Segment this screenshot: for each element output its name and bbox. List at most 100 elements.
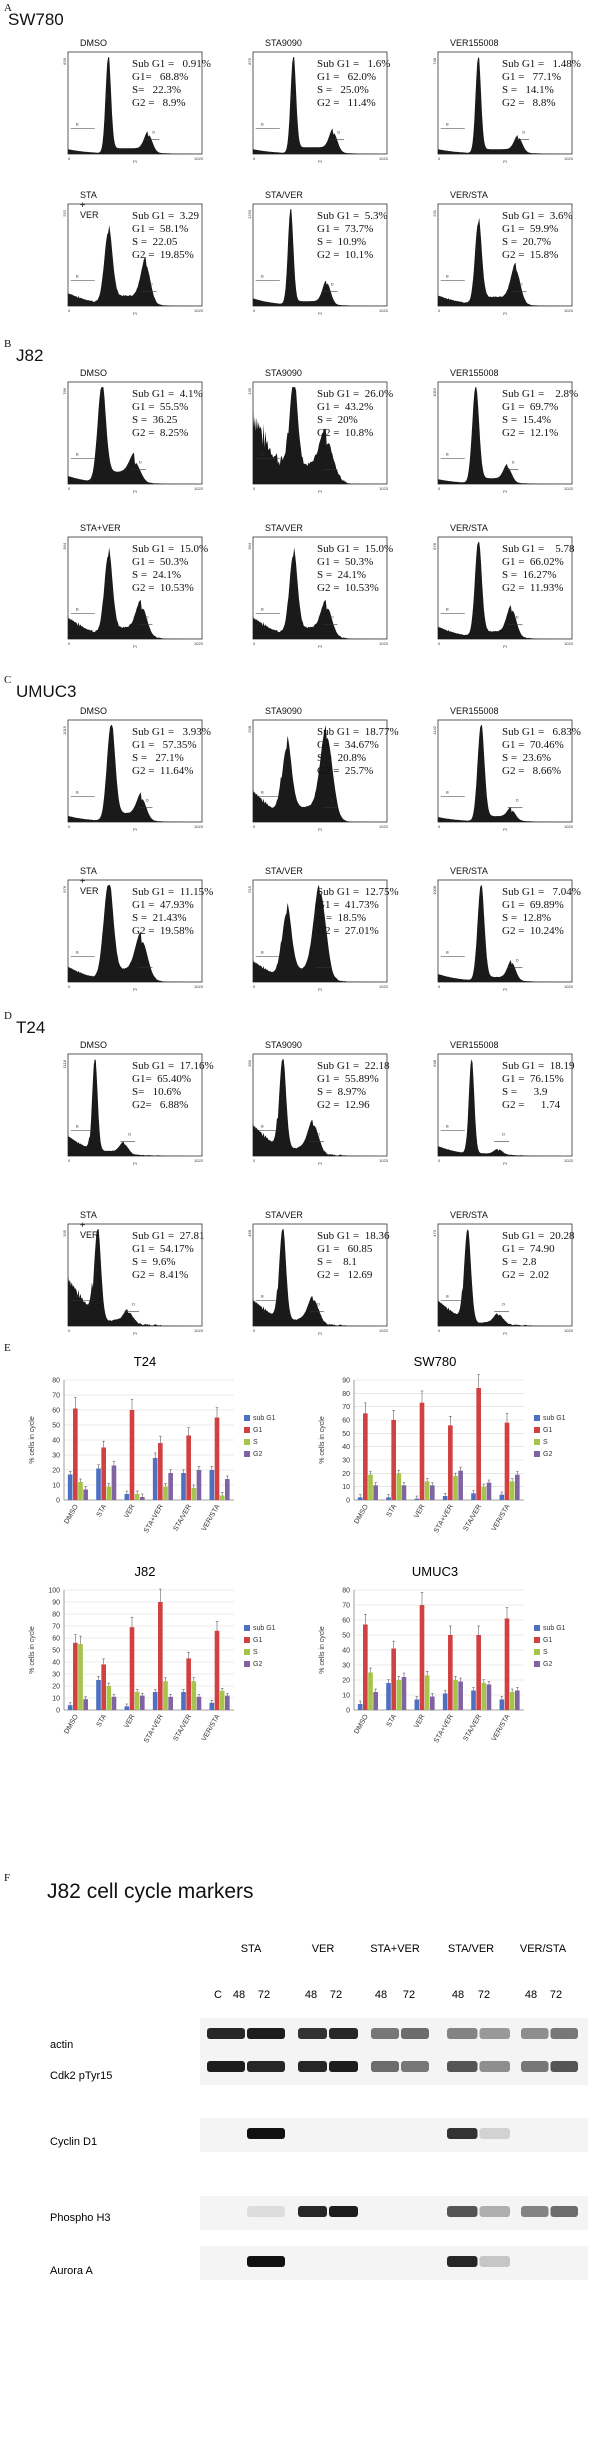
phase-stat-line: G2 = 19.85% xyxy=(132,249,194,261)
bar xyxy=(139,1497,145,1500)
x-axis-label: PI xyxy=(133,159,137,164)
y-max-label: 515 xyxy=(247,885,252,892)
histogram-title: STA9090 xyxy=(265,706,302,716)
y-tick-label: 30 xyxy=(342,1458,350,1465)
y-axis-label: % cells in cycle xyxy=(29,1626,36,1674)
phase-stat-line: G2 = 11.64% xyxy=(132,765,194,777)
legend-label: G1 xyxy=(543,1637,552,1644)
histogram-title: STA9090 xyxy=(265,368,302,378)
histogram-title: VER/STA xyxy=(450,1210,488,1220)
y-tick-label: 20 xyxy=(52,1468,60,1475)
phase-stat-line: S = 27.1% xyxy=(132,752,184,764)
phase-stat-line: Sub G1 = 11.15% xyxy=(132,886,214,898)
lane-label: 48 xyxy=(452,1989,464,2001)
y-tick-label: 100 xyxy=(48,1588,60,1595)
histogram-plot: B C D 1053 0 1023 PI xyxy=(432,381,574,494)
gate-marker-c: C xyxy=(280,1266,283,1271)
y-tick-label: 0 xyxy=(346,1708,350,1715)
y-max-label: 878 xyxy=(432,542,437,549)
protein-band xyxy=(247,2256,285,2267)
gate-marker-b: B xyxy=(261,789,264,794)
phase-stat-line: G2 = 27.01% xyxy=(317,925,379,937)
phase-stat-line: S = 18.5% xyxy=(317,912,366,924)
x-tick-label: VER/STA xyxy=(491,1503,512,1532)
bar xyxy=(509,1481,515,1500)
gate-marker-b: B xyxy=(261,1293,264,1298)
phase-stat-line: G2 = 12.96 xyxy=(317,1099,370,1111)
x-tick-label: STA+VER xyxy=(433,1504,455,1535)
y-max-label: 473 xyxy=(432,1229,437,1236)
y-max-label: 364 xyxy=(62,542,67,549)
histogram-plot: B C D 298 0 1023 PI xyxy=(247,719,389,832)
x-max-label: 1023 xyxy=(379,1328,389,1333)
bar xyxy=(373,1692,378,1710)
bar xyxy=(83,1489,88,1500)
legend-swatch xyxy=(534,1649,540,1655)
phase-stat-line: G2 = 15.8% xyxy=(502,249,559,261)
histogram-title: STA + VER xyxy=(80,190,99,220)
y-tick-label: 30 xyxy=(52,1453,60,1460)
bar xyxy=(396,1680,402,1710)
phase-stat-line: Sub G1 = 17.16% xyxy=(132,1060,214,1072)
cell-line-title: T24 xyxy=(16,1018,46,1037)
histogram-title: DMSO xyxy=(80,1040,107,1050)
bar xyxy=(476,1388,481,1500)
x-max-label: 1023 xyxy=(194,824,204,829)
histogram-plot: B C D 231 0 1023 PI xyxy=(432,203,574,316)
gate-marker-c: C xyxy=(95,1266,98,1271)
y-max-label: 875 xyxy=(247,57,252,64)
x-max-label: 1023 xyxy=(564,1328,574,1333)
y-max-label: 1233 xyxy=(247,209,252,219)
protein-band xyxy=(207,2028,245,2039)
antibody-label: Cyclin D1 xyxy=(50,2136,97,2148)
protein-band xyxy=(479,2128,510,2139)
y-tick-label: 40 xyxy=(52,1438,60,1445)
chart-title: J82 xyxy=(135,1564,156,1579)
bar xyxy=(219,1495,225,1500)
x-axis-label: PI xyxy=(503,311,507,316)
x-max-label: 1023 xyxy=(194,308,204,313)
bar xyxy=(129,1410,135,1500)
gate-marker-c: C xyxy=(106,94,109,99)
gate-marker-b: B xyxy=(446,949,449,954)
histogram-title: DMSO xyxy=(80,368,107,378)
lane-label: 72 xyxy=(258,1989,270,2001)
panel-f: F J82 cell cycle markers STA VER STA+VER ST… xyxy=(0,1860,600,2439)
histogram-profile xyxy=(438,387,572,484)
x-max-label: 1023 xyxy=(564,984,574,989)
gate-marker-c: C xyxy=(479,762,482,767)
phase-stat-line: G2 = 10.53% xyxy=(132,582,194,594)
histogram-title: STA9090 xyxy=(265,38,302,48)
bar xyxy=(67,1474,73,1500)
bar xyxy=(196,1696,202,1710)
protein-band xyxy=(247,2028,285,2039)
bar xyxy=(373,1485,378,1500)
bar xyxy=(401,1677,407,1710)
gate-marker-c: C xyxy=(289,246,292,251)
bar xyxy=(391,1420,396,1500)
protein-band xyxy=(298,2206,327,2217)
phase-stats: Sub G1 = 20.28 G1 = 74.90 S = 2.8 G2 = 2.02 xyxy=(502,1230,575,1282)
protein-band xyxy=(371,2028,399,2039)
gate-marker-d: D xyxy=(152,130,155,135)
y-tick-label: 60 xyxy=(342,1618,350,1625)
bar xyxy=(111,1465,117,1500)
phase-stat-line: G2 = 8.8% xyxy=(502,97,556,109)
bar xyxy=(481,1486,487,1500)
phase-stat-line: G1 = 70.46% xyxy=(502,739,564,751)
x-min-label: 0 xyxy=(253,1328,256,1333)
histogram-title: STA/VER xyxy=(265,190,303,200)
x-tick-label: STA xyxy=(96,1503,109,1518)
phase-stats: Sub G1 = 0.91% G1= 68.8% S= 22.3% G2 = 8.9% xyxy=(132,58,211,110)
y-axis-label: % cells in cycle xyxy=(319,1416,326,1464)
phase-stat-line: G1= 68.8% xyxy=(132,71,189,83)
protein-band xyxy=(550,2206,578,2217)
gate-marker-b: B xyxy=(76,121,79,126)
x-min-label: 0 xyxy=(438,1328,441,1333)
phase-stat-line: G1 = 50.3% xyxy=(317,556,374,568)
phase-stats: Sub G1 = 15.0% G1 = 50.3% S = 24.1% G2 = 10… xyxy=(317,543,393,595)
phase-stat-line: G1 = 34.67% xyxy=(317,739,379,751)
phase-stat-line: G1= 65.40% xyxy=(132,1073,192,1085)
bar xyxy=(448,1425,453,1500)
x-axis-label: PI xyxy=(503,827,507,832)
